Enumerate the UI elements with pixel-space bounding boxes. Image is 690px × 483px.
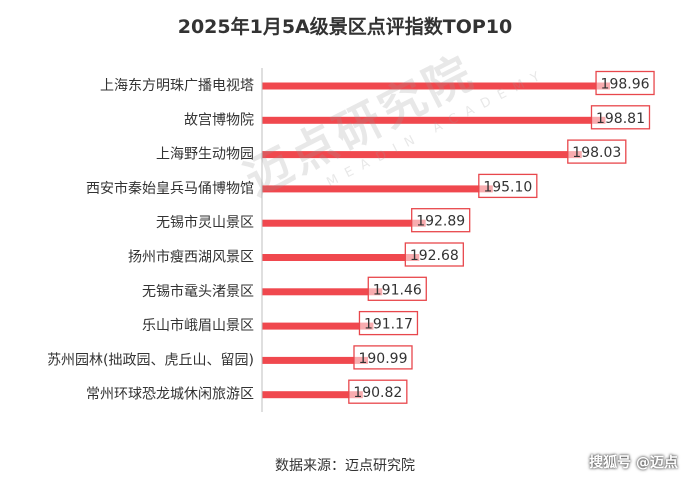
value-label: 190.82 bbox=[353, 385, 402, 401]
chart-title: 2025年1月5A级景区点评指数TOP10 bbox=[177, 16, 513, 38]
value-label: 195.10 bbox=[483, 179, 532, 195]
brand-watermark: 搜狐号 @迈点 bbox=[589, 455, 678, 471]
value-label: 191.46 bbox=[373, 282, 422, 298]
category-label: 苏州园林(拙政园、虎丘山、留园) bbox=[47, 352, 254, 368]
bar bbox=[262, 356, 368, 364]
category-label: 常州环球恐龙城休闲旅游区 bbox=[86, 387, 254, 403]
value-label: 191.17 bbox=[364, 317, 413, 333]
bar bbox=[262, 322, 374, 330]
bar bbox=[262, 254, 420, 261]
bar bbox=[262, 219, 426, 227]
value-label-box bbox=[358, 310, 419, 336]
value-label-box bbox=[353, 345, 413, 370]
value-label: 198.81 bbox=[596, 111, 645, 127]
category-label: 扬州市瘦西湖风景区 bbox=[128, 249, 254, 266]
category-label: 西安市秦始皇兵马俑博物馆 bbox=[86, 180, 254, 197]
category-label: 上海野生动物园 bbox=[156, 147, 254, 163]
bar bbox=[262, 116, 606, 124]
value-label-box bbox=[595, 70, 655, 96]
bar bbox=[262, 82, 611, 90]
value-label-box bbox=[478, 173, 538, 199]
category-label: 故宫博物院 bbox=[184, 111, 254, 128]
value-label-box bbox=[590, 105, 651, 130]
value-labels: 198.96 198.81 198.03 195.10 192.89 192.68 191.… bbox=[348, 70, 655, 404]
bar bbox=[262, 185, 493, 193]
bars-layer bbox=[262, 82, 611, 399]
value-label: 190.99 bbox=[358, 351, 407, 367]
category-label: 乐山市峨眉山景区 bbox=[142, 317, 254, 334]
value-label-box bbox=[411, 208, 471, 233]
value-label: 198.96 bbox=[601, 77, 650, 93]
category-label: 无锡市灵山景区 bbox=[156, 214, 254, 231]
value-label: 198.03 bbox=[572, 145, 621, 161]
category-labels: 上海东方明珠广播电视塔故宫博物院上海野生动物园西安市秦始皇兵马俑博物馆无锡市灵山… bbox=[47, 78, 254, 403]
bar bbox=[262, 391, 363, 399]
value-label-box bbox=[567, 139, 627, 164]
source-text: 数据来源：迈点研究院 bbox=[275, 458, 415, 474]
bar bbox=[262, 288, 383, 296]
value-label: 192.68 bbox=[410, 248, 459, 264]
value-label: 192.89 bbox=[416, 214, 465, 230]
value-label-box bbox=[348, 379, 408, 404]
category-label: 无锡市鼋头渚景区 bbox=[142, 283, 254, 300]
value-label-box bbox=[367, 276, 427, 301]
category-label: 上海东方明珠广播电视塔 bbox=[100, 78, 254, 94]
bar bbox=[262, 151, 582, 159]
value-label-box bbox=[404, 242, 464, 267]
